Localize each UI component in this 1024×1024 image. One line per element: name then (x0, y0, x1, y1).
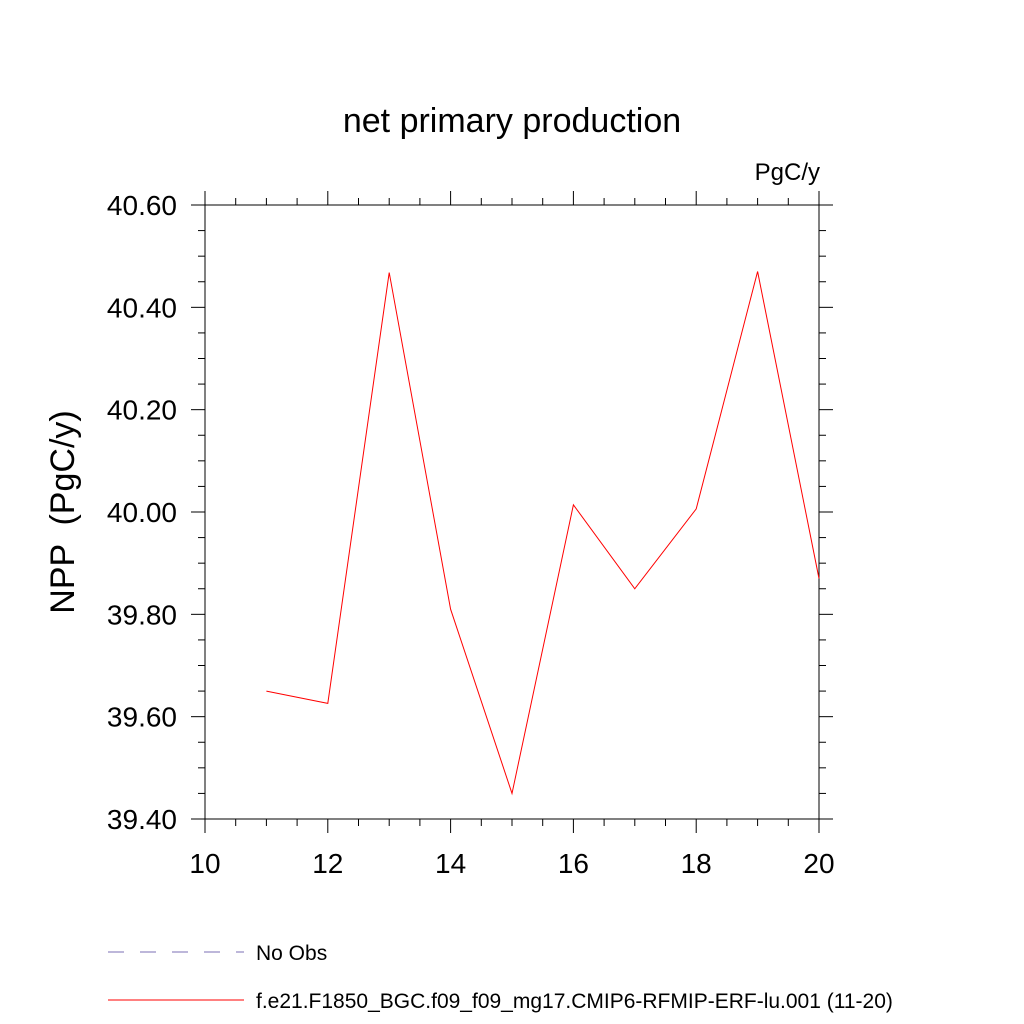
y-tick-label: 39.40 (107, 804, 177, 835)
y-tick-label: 39.60 (107, 702, 177, 733)
series-line (266, 271, 820, 796)
y-axis-label: NPP (PgC/y) (44, 410, 82, 613)
legend-label: f.e21.F1850_BGC.f09_f09_mg17.CMIP6-RFMIP… (256, 990, 893, 1013)
axis-ticks (191, 191, 833, 833)
x-tick-label: 10 (189, 848, 220, 879)
x-tick-labels: 10 12 14 16 18 20 (189, 848, 834, 879)
plot-frame (204, 204, 820, 820)
y-tick-label: 40.60 (107, 190, 177, 221)
series-layer (266, 271, 820, 796)
y-tick-label: 40.20 (107, 395, 177, 426)
x-tick-label: 14 (435, 848, 466, 879)
x-tick-label: 18 (681, 848, 712, 879)
y-tick-label: 40.00 (107, 497, 177, 528)
chart-title: net primary production (343, 102, 681, 140)
x-tick-label: 20 (803, 848, 834, 879)
y-tick-labels: 39.40 39.60 39.80 40.00 40.20 40.40 40.60 (107, 190, 177, 835)
units-label: PgC/y (755, 159, 820, 186)
legend: No Obs f.e21.F1850_BGC.f09_f09_mg17.CMIP6… (108, 942, 893, 1013)
x-tick-label: 12 (312, 848, 343, 879)
legend-label: No Obs (256, 942, 327, 965)
x-tick-label: 16 (558, 848, 589, 879)
y-tick-label: 40.40 (107, 292, 177, 323)
y-tick-label: 39.80 (107, 599, 177, 630)
